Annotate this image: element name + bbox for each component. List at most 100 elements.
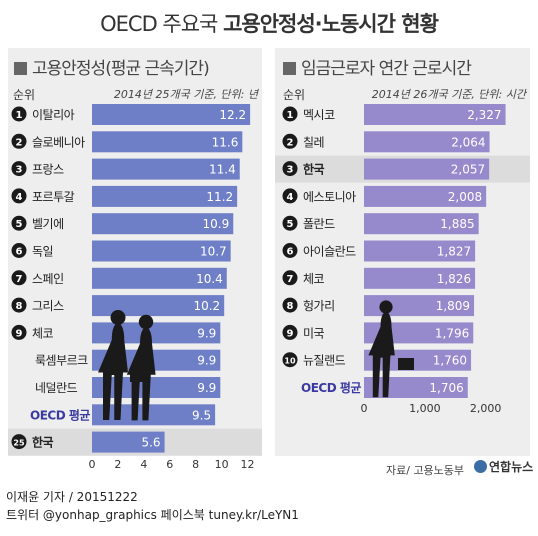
left-category-label: OECD 평균	[30, 408, 90, 422]
right-rank-header: 순위	[283, 88, 306, 102]
right-rank-badge	[282, 215, 298, 231]
left-category-label: 스페인	[32, 272, 64, 286]
right-rank-number: 9	[287, 328, 294, 339]
right-category-label: 아이슬란드	[303, 245, 356, 259]
right-category-label: 에스토니아	[303, 190, 356, 204]
left-rank-number: 2	[16, 137, 23, 148]
worker-silhouette-1-body	[98, 322, 128, 420]
left-bar	[92, 295, 225, 317]
left-rank-badge	[11, 106, 27, 122]
right-rank-number: 8	[287, 301, 294, 312]
left-category-label: 한국	[32, 435, 54, 450]
right-bar	[364, 295, 475, 317]
right-rank-number: 6	[287, 247, 294, 258]
left-bar	[92, 267, 227, 289]
left-rank-badge	[11, 161, 27, 177]
right-bar	[364, 240, 476, 262]
left-rank-badge	[11, 215, 27, 231]
left-rank-number: 1	[16, 110, 23, 121]
left-rank-number: 9	[16, 328, 23, 339]
left-value-label: 11.2	[206, 190, 233, 204]
right-tick-label: 0	[361, 402, 368, 415]
left-chart-title-text: 고용안정성(평균 근속기간)	[32, 59, 210, 79]
left-tick-label: 12	[241, 458, 255, 471]
logo-text: 연합뉴스	[489, 460, 534, 474]
walker-silhouette-body	[368, 311, 395, 398]
right-value-label: 1,760	[433, 354, 467, 368]
social-credit: 트위터 @yonhap_graphics 페이스북 tuney.kr/LeYN1	[6, 508, 299, 522]
right-bar	[364, 131, 490, 153]
left-rank-badge	[11, 243, 27, 258]
right-category-label: 뉴질랜드	[303, 354, 346, 368]
worker-silhouette-1-head	[110, 310, 126, 325]
right-rank-number: 4	[287, 192, 294, 203]
right-rank-badge	[282, 133, 298, 149]
right-value-label: 2,064	[451, 135, 485, 149]
left-bar	[92, 431, 165, 453]
left-rank-number: 7	[16, 274, 23, 285]
right-value-label: 1,706	[429, 381, 463, 395]
title-bold: 고용안정성·노동시간 현황	[223, 12, 439, 36]
right-category-label: 체코	[303, 272, 325, 286]
left-chart-note: 2014년 25개국 기준, 단위: 년	[113, 88, 258, 101]
left-rank-header: 순위	[13, 88, 36, 102]
right-bar	[364, 377, 468, 398]
left-category-label: 프랑스	[32, 163, 64, 177]
left-rank-badge	[11, 297, 27, 313]
right-chart-note: 2014년 26개국 기준, 단위: 시간	[371, 88, 526, 101]
left-rank-badge	[11, 188, 27, 204]
left-rank-number: 3	[16, 165, 23, 176]
left-rank-badge	[11, 434, 27, 450]
walker-silhouette-briefcase	[398, 358, 414, 370]
page-title: OECD 주요국 고용안정성·노동시간 현황	[0, 8, 538, 38]
left-value-label: 10.2	[193, 299, 220, 313]
right-category-label: 한국	[303, 162, 325, 177]
right-rank-number: 2	[287, 137, 294, 148]
left-rank-number: 8	[16, 301, 23, 312]
right-category-label: 헝가리	[303, 299, 335, 313]
left-category-label: 벨기에	[32, 217, 64, 231]
worker-silhouette-2-head	[138, 314, 154, 330]
left-rank-number: 6	[16, 247, 23, 258]
right-value-label: 1,796	[435, 326, 469, 340]
left-value-label: 10.4	[196, 272, 223, 286]
left-category-label: 체코	[32, 326, 54, 340]
yonhap-logo: 연합뉴스	[474, 458, 533, 475]
square-icon	[14, 62, 27, 75]
left-category-label: 네덜란드	[35, 381, 78, 395]
left-bar	[92, 185, 238, 207]
left-rank-badge	[11, 324, 27, 340]
left-value-label: 9.5	[192, 408, 211, 422]
left-category-label: 그리스	[32, 299, 64, 313]
left-value-label: 9.9	[197, 326, 216, 340]
left-bar	[92, 104, 251, 125]
right-rank-number: 1	[287, 110, 294, 121]
left-category-label: 독일	[32, 245, 53, 259]
right-tick-label: 1,000	[409, 402, 441, 415]
right-value-label: 2,008	[448, 190, 482, 204]
right-bar	[364, 185, 487, 207]
right-rank-badge	[282, 106, 298, 122]
left-category-label: 포르투갈	[32, 190, 75, 204]
title-light: OECD 주요국	[100, 12, 218, 36]
left-rank-badge	[11, 270, 27, 286]
right-rank-number: 3	[287, 165, 294, 176]
right-chart-title-text: 임금근로자 연간 근로시간	[301, 59, 472, 79]
right-category-label: 멕시코	[303, 108, 335, 122]
right-bar	[364, 104, 506, 125]
left-value-label: 9.9	[197, 381, 216, 395]
left-category-label: 룩셈부르크	[35, 354, 88, 368]
left-tick-label: 10	[215, 458, 229, 471]
right-rank-badge	[282, 324, 298, 340]
left-value-label: 5.6	[141, 436, 160, 450]
left-value-label: 12.2	[219, 108, 246, 122]
right-rank-badge	[282, 270, 298, 286]
right-category-label: 미국	[303, 326, 325, 340]
left-category-label: 이탈리아	[32, 108, 75, 122]
left-bar	[92, 240, 231, 262]
left-tick-label: 4	[140, 458, 147, 471]
left-bar	[92, 377, 221, 398]
right-value-label: 1,809	[436, 299, 470, 313]
left-value-label: 9.9	[197, 354, 216, 368]
